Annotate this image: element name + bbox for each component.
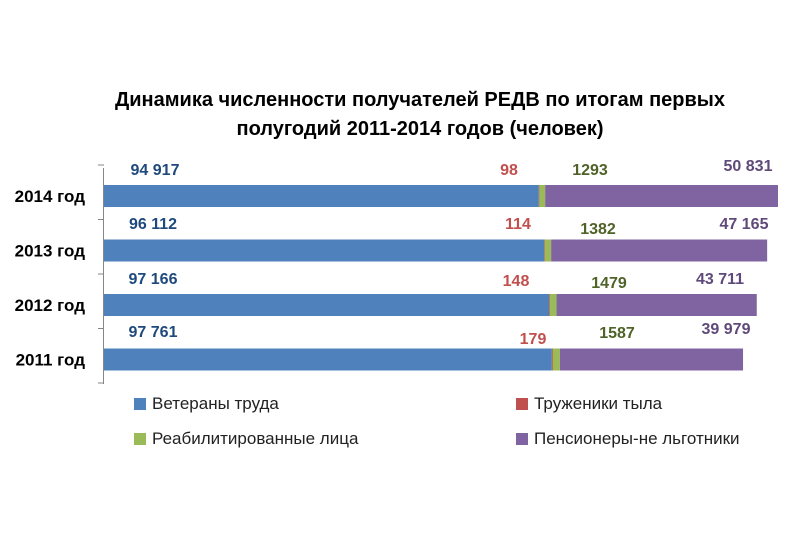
bar-segment bbox=[104, 348, 552, 371]
data-label: 98 bbox=[500, 162, 518, 179]
data-label: 43 711 bbox=[696, 271, 744, 288]
data-label: 148 bbox=[503, 273, 530, 290]
bar-segment bbox=[552, 348, 560, 371]
data-label: 114 bbox=[505, 216, 531, 233]
data-label: 97 166 bbox=[129, 271, 178, 288]
chart-title-line-1: Динамика численности получателей РЕДВ по… bbox=[115, 89, 725, 111]
bar-segment bbox=[544, 239, 552, 262]
bar-segment bbox=[104, 239, 545, 262]
legend-label: Пенсионеры-не льготники bbox=[534, 429, 740, 448]
legend-swatch bbox=[134, 398, 146, 410]
bar-segment bbox=[556, 294, 757, 316]
legend-label: Труженики тыла bbox=[534, 394, 663, 413]
chart-title-line-2: полугодий 2011-2014 годов (человек) bbox=[236, 118, 604, 140]
bar-segment bbox=[559, 348, 744, 371]
data-label: 94 917 bbox=[131, 162, 180, 179]
data-label: 97 761 bbox=[129, 324, 178, 341]
bar-segment bbox=[549, 294, 557, 316]
legend-label: Реабилитированные лица bbox=[152, 429, 359, 448]
bar-segment bbox=[104, 185, 539, 207]
data-label: 1479 bbox=[591, 275, 627, 292]
bar-segment bbox=[551, 239, 768, 262]
category-label: 2012 год bbox=[15, 296, 86, 315]
legend-item: Ветераны труда bbox=[134, 394, 279, 414]
category-label: 2013 год bbox=[15, 242, 86, 261]
data-label: 39 979 bbox=[702, 321, 751, 338]
data-label: 1587 bbox=[599, 325, 635, 342]
bar-segment bbox=[545, 185, 778, 207]
data-label: 179 bbox=[520, 331, 547, 348]
bar-segment bbox=[551, 348, 554, 371]
data-label: 50 831 bbox=[724, 158, 773, 175]
legend-item: Пенсионеры-не льготники bbox=[516, 429, 740, 449]
data-label: 1382 bbox=[580, 221, 616, 238]
legend-swatch bbox=[134, 433, 146, 445]
data-label: 1293 bbox=[572, 162, 608, 179]
chart-title: Динамика численности получателей РЕДВ по… bbox=[80, 86, 760, 144]
category-label: 2014 год bbox=[15, 187, 86, 206]
bar-segment bbox=[539, 185, 546, 207]
data-label: 96 112 bbox=[129, 216, 177, 233]
data-label: 47 165 bbox=[720, 216, 769, 233]
bar-segment bbox=[104, 294, 550, 316]
legend-label: Ветераны труда bbox=[152, 394, 279, 413]
category-label: 2011 год bbox=[16, 351, 86, 370]
legend-swatch bbox=[516, 433, 528, 445]
legend-swatch bbox=[516, 398, 528, 410]
legend-item: Труженики тыла bbox=[516, 394, 662, 414]
legend-item: Реабилитированные лица bbox=[134, 429, 358, 449]
